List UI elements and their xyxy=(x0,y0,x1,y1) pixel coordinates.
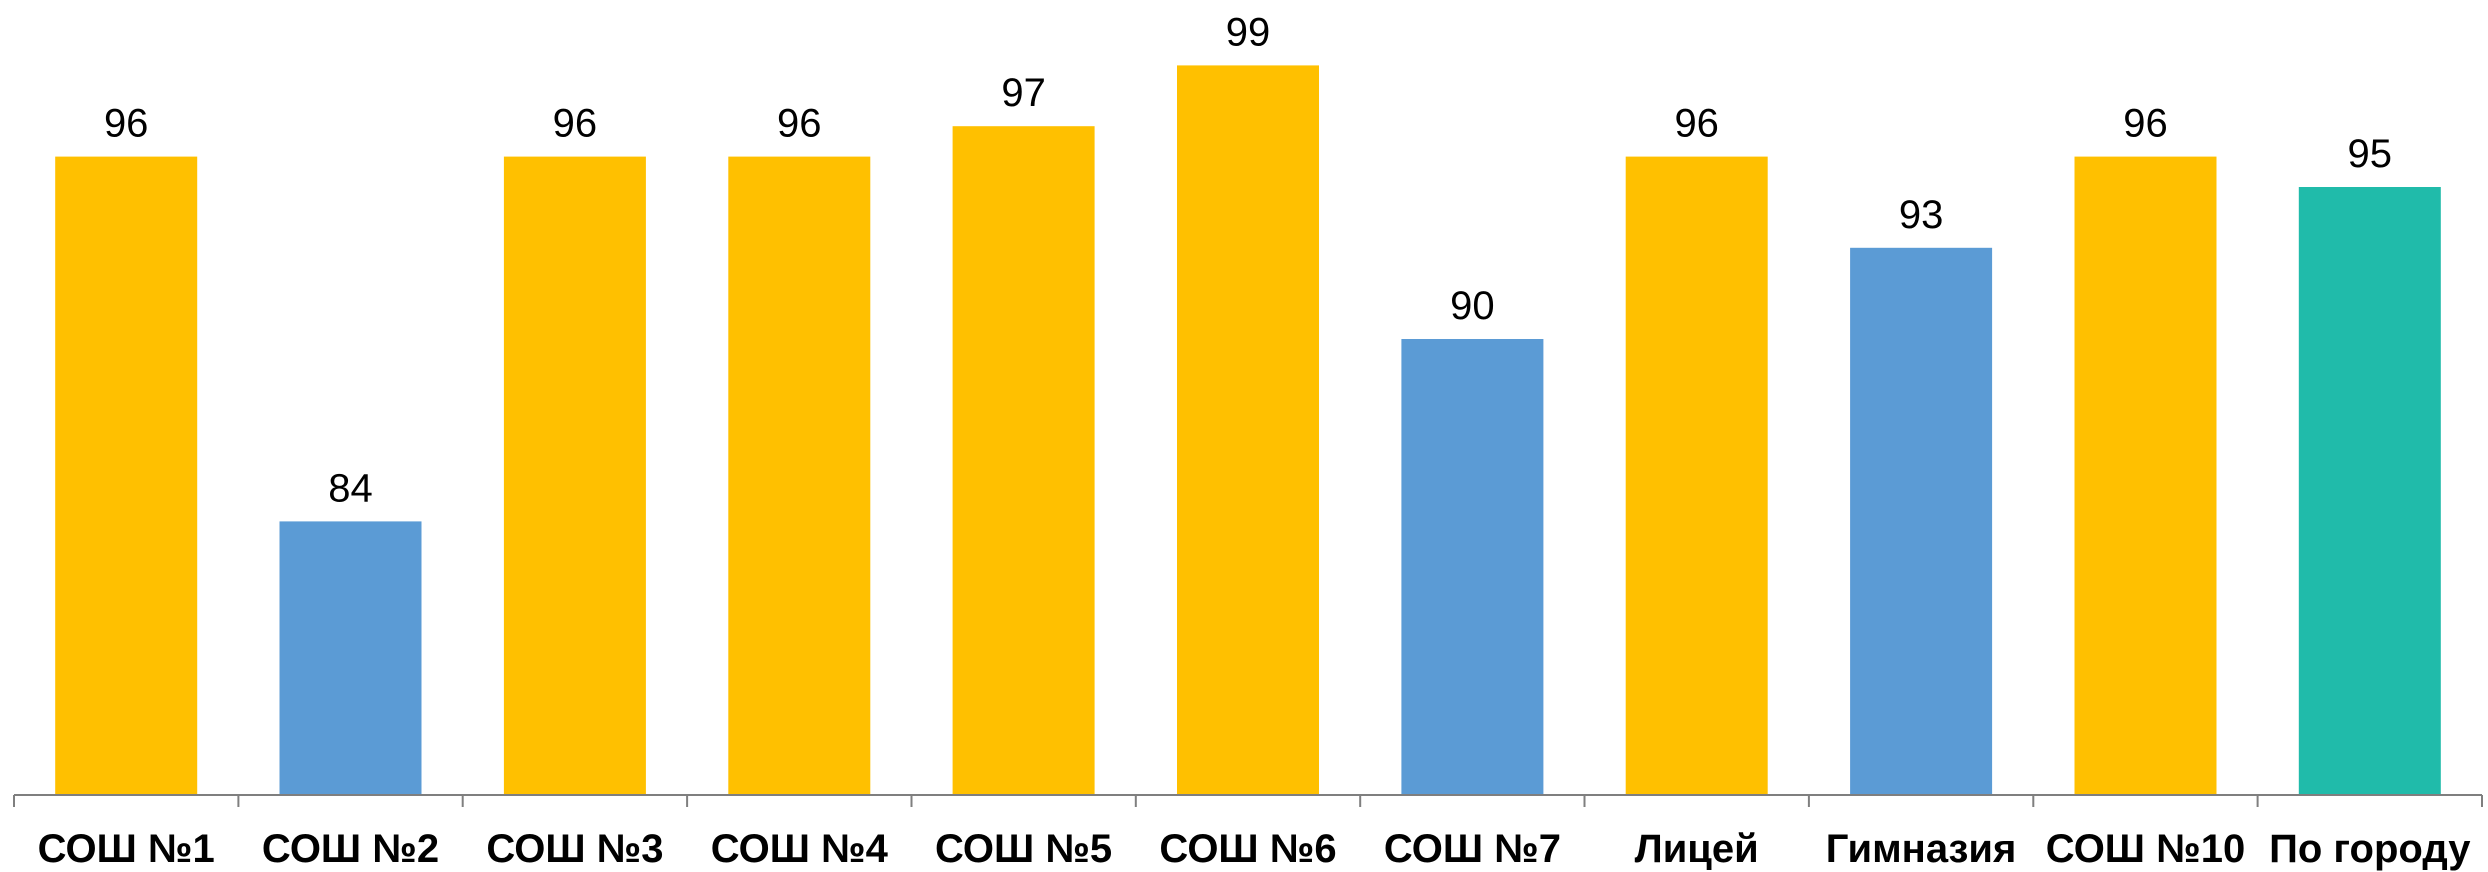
category-label-1: СОШ №1 xyxy=(38,827,215,871)
bar-2 xyxy=(279,521,422,795)
value-label-11: 95 xyxy=(2348,132,2393,176)
value-label-5: 97 xyxy=(1001,71,1046,115)
category-label-9: Гимназия xyxy=(1826,827,2017,871)
category-label-5: СОШ №5 xyxy=(935,827,1112,871)
category-label-3: СОШ №3 xyxy=(486,827,663,871)
value-labels-group: 96 84 96 96 97 99 90 96 93 96 95 xyxy=(104,10,2392,510)
bars-group xyxy=(55,65,2441,796)
bar-6 xyxy=(1177,65,1319,795)
category-label-6: СОШ №6 xyxy=(1159,827,1336,871)
value-label-7: 90 xyxy=(1450,284,1495,328)
value-label-2: 84 xyxy=(328,466,373,510)
bar-8 xyxy=(1625,156,1768,796)
bar-10 xyxy=(2074,156,2217,796)
value-label-10: 96 xyxy=(2123,102,2168,146)
value-label-6: 99 xyxy=(1226,10,1271,54)
category-labels-group: СОШ №1 СОШ №2 СОШ №3 СОШ №4 СОШ №5 СОШ №6 СОШ … xyxy=(38,827,2472,871)
bar-7 xyxy=(1401,339,1544,795)
category-label-7: СОШ №7 xyxy=(1384,827,1561,871)
value-label-3: 96 xyxy=(553,102,598,146)
bar-9 xyxy=(1850,247,1993,796)
value-label-1: 96 xyxy=(104,102,149,146)
category-label-11: По городу xyxy=(2269,827,2471,871)
value-label-9: 93 xyxy=(1899,193,1944,237)
category-label-8: Лицей xyxy=(1635,827,1759,871)
bar-11 xyxy=(2298,187,2441,795)
bar-4 xyxy=(728,156,871,796)
value-label-4: 96 xyxy=(777,102,822,146)
x-axis xyxy=(13,794,2483,807)
category-label-4: СОШ №4 xyxy=(711,827,889,871)
bar-1 xyxy=(55,156,198,796)
value-label-8: 96 xyxy=(1674,102,1719,146)
category-label-2: СОШ №2 xyxy=(262,827,439,871)
category-label-10: СОШ №10 xyxy=(2046,827,2245,871)
bar-3 xyxy=(503,156,646,796)
bar-5 xyxy=(952,126,1095,795)
